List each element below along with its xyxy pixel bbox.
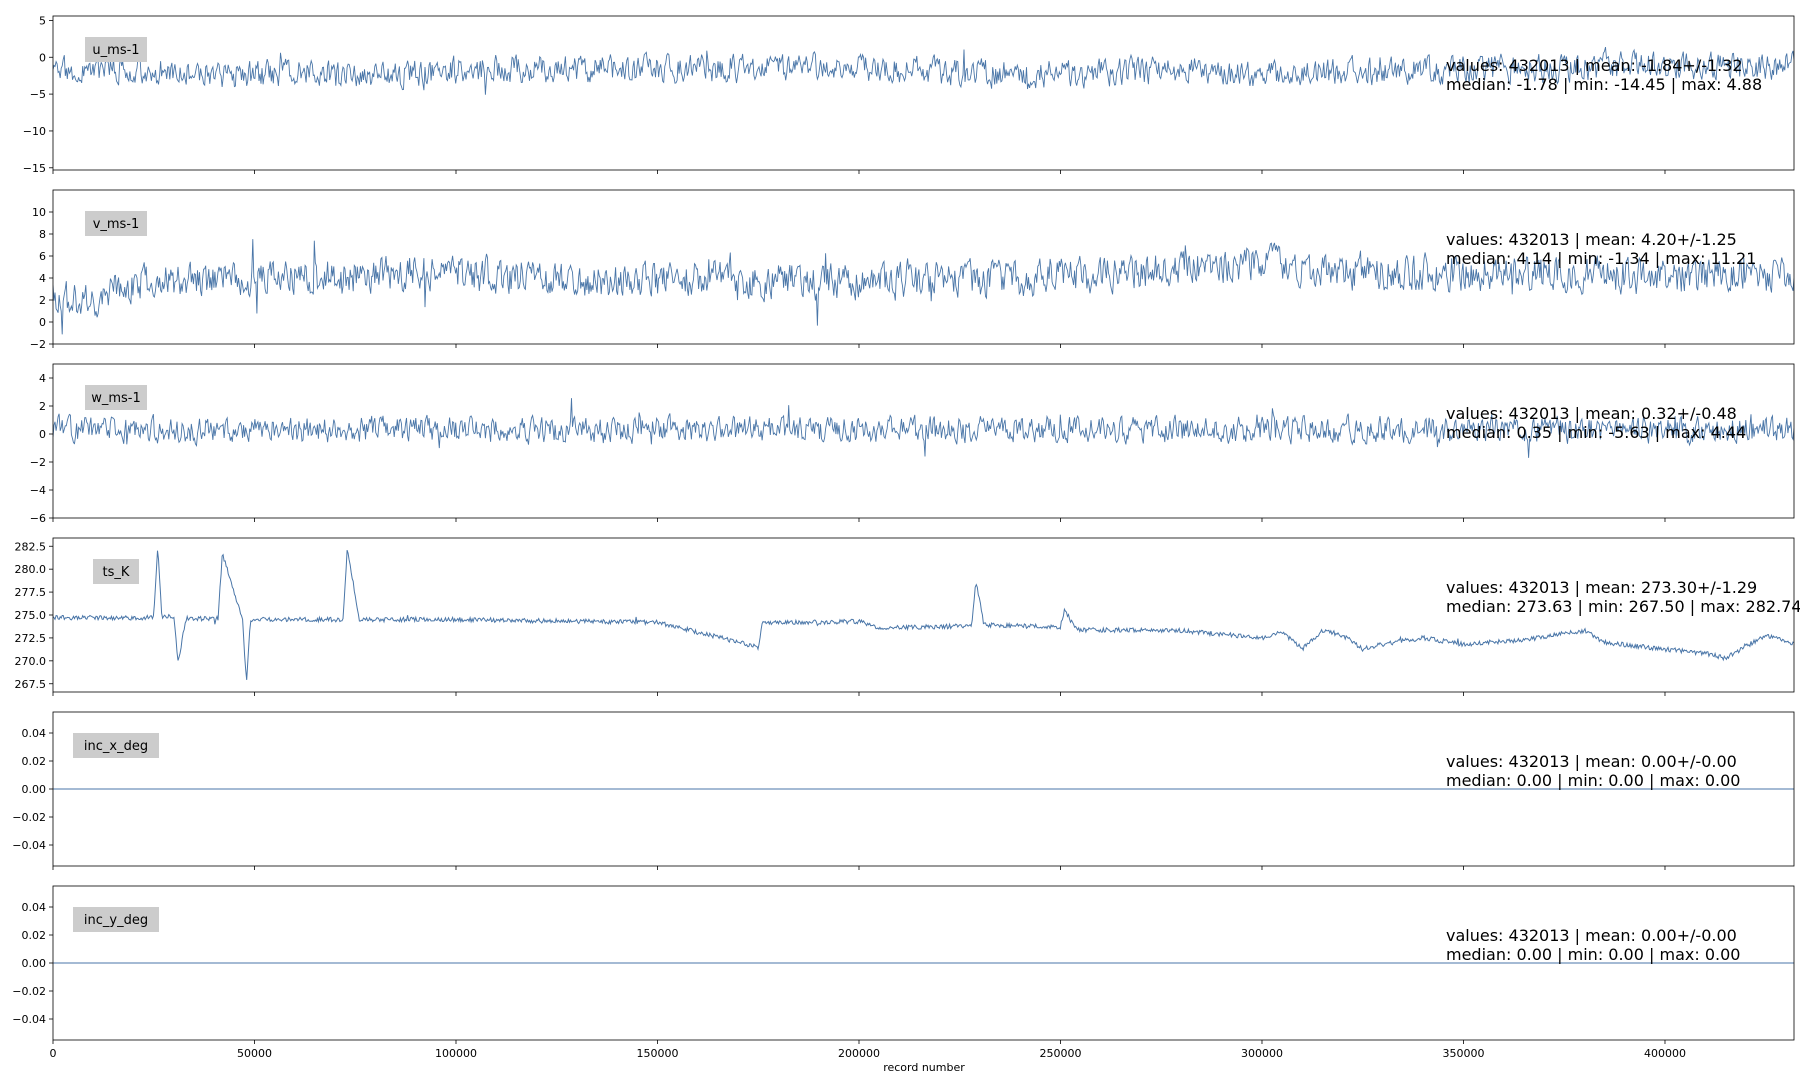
series-name-badge [93,559,139,584]
series-line [53,239,1794,335]
stats-annotation-line: values: 432013 | mean: 0.32+/-0.48 [1446,404,1737,423]
stats-annotation-line: values: 432013 | mean: 0.00+/-0.00 [1446,752,1737,771]
panel-v_ms-1: −2 0 2 4 6 8 10 v_ms-1 values: 432013 | mean: 4.… [30,189,1795,351]
panel-w_ms-1: −6 −4 −2 0 2 4 w_ms-1 values: 432013 | mean: 0.… [30,363,1795,525]
series-line [53,550,1794,680]
axes-frame [52,363,1795,519]
stats-annotation-line: median: 0.35 | min: -5.63 | max: 4.44 [1446,423,1746,442]
series-name-label: v_ms-1 [93,217,140,232]
series-name-badge [85,211,147,236]
y-tick-label: −0.04 [12,1013,46,1026]
stats-annotation-line: values: 432013 | mean: 0.00+/-0.00 [1446,926,1737,945]
y-tick-label: 0.00 [22,957,47,970]
series-line [53,398,1794,458]
stats-annotation-line: values: 432013 | mean: 273.30+/-1.29 [1446,578,1757,597]
axes-frame [52,15,1795,171]
y-tick-label: 272.5 [15,632,47,645]
panel-ts_K: 267.5 270.0 272.5 275.0 277.5 280.0 282.5 ts_Kv… [15,537,1800,696]
series-name-label: inc_x_deg [84,739,148,754]
panel-inc_y_deg: −0.04 −0.02 0.00 0.02 0.04 0 50000 100000 150000… [12,885,1795,1060]
y-tick-label: 0 [39,316,46,329]
series-name-label: inc_y_deg [84,913,148,928]
x-tick-label: 350000 [1442,1047,1484,1060]
y-tick-label: 277.5 [15,586,47,599]
y-tick-label: 275.0 [15,609,47,622]
x-tick-label: 400000 [1644,1047,1686,1060]
y-tick-label: −0.04 [12,839,46,852]
y-tick-label: 0.02 [22,755,47,768]
axes-frame [52,189,1795,345]
y-tick-label: 5 [39,14,46,27]
stats-annotation-line: median: 0.00 | min: 0.00 | max: 0.00 [1446,771,1740,790]
stats-annotation-line: median: -1.78 | min: -14.45 | max: 4.88 [1446,75,1762,94]
series-name-label: w_ms-1 [91,391,141,406]
series-name-label: u_ms-1 [92,43,139,58]
y-tick-label: 10 [32,206,46,219]
series-name-badge [73,907,159,932]
x-tick-label: 100000 [435,1047,477,1060]
y-tick-label: 0.04 [22,727,47,740]
y-tick-label: 0.00 [22,783,47,796]
series-line [53,46,1794,95]
y-tick-label: 0 [39,428,46,441]
x-tick-label: 250000 [1039,1047,1081,1060]
x-axis-label: record number [883,1061,965,1074]
y-tick-label: 270.0 [15,655,47,668]
stats-annotation-line: median: 273.63 | min: 267.50 | max: 282.… [1446,597,1800,616]
x-tick-label: 200000 [838,1047,880,1060]
y-tick-label: 280.0 [15,563,47,576]
x-tick-label: 150000 [636,1047,678,1060]
x-tick-label: 300000 [1241,1047,1283,1060]
y-tick-label: 6 [39,250,46,263]
stats-annotation-line: values: 432013 | mean: 4.20+/-1.25 [1446,230,1737,249]
y-tick-label: −10 [23,125,46,138]
series-name-label: ts_K [103,565,130,580]
stats-annotation-line: median: 4.14 | min: -1.34 | max: 11.21 [1446,249,1756,268]
stats-annotation-line: values: 432013 | mean: -1.84+/-1.32 [1446,56,1743,75]
series-name-badge [85,37,147,62]
y-tick-label: −4 [30,484,46,497]
y-tick-label: 0 [39,51,46,64]
y-tick-label: −0.02 [12,985,46,998]
x-tick-label: 50000 [237,1047,272,1060]
y-tick-label: 267.5 [15,678,47,691]
panel-u_ms-1: −15 −10 −5 0 5 u_ms-1 values: 432013 | mean: -… [23,14,1795,175]
panel-inc_x_deg: −0.04 −0.02 0.00 0.02 0.04 inc_x_deg values: 4… [12,711,1795,870]
y-tick-label: 4 [39,372,46,385]
y-tick-label: 2 [39,400,46,413]
y-tick-label: −15 [23,162,46,175]
y-tick-label: −2 [30,456,46,469]
y-tick-label: −6 [30,512,46,525]
y-tick-label: 8 [39,228,46,241]
y-tick-label: 2 [39,294,46,307]
y-tick-label: −0.02 [12,811,46,824]
y-tick-label: 0.04 [22,901,47,914]
y-tick-label: 0.02 [22,929,47,942]
series-name-badge [73,733,159,758]
y-tick-label: 282.5 [15,540,47,553]
stats-annotation-line: median: 0.00 | min: 0.00 | max: 0.00 [1446,945,1740,964]
y-tick-label: −5 [30,88,46,101]
y-tick-label: −2 [30,338,46,351]
x-tick-label: 0 [50,1047,57,1060]
series-name-badge [85,385,147,410]
y-tick-label: 4 [39,272,46,285]
